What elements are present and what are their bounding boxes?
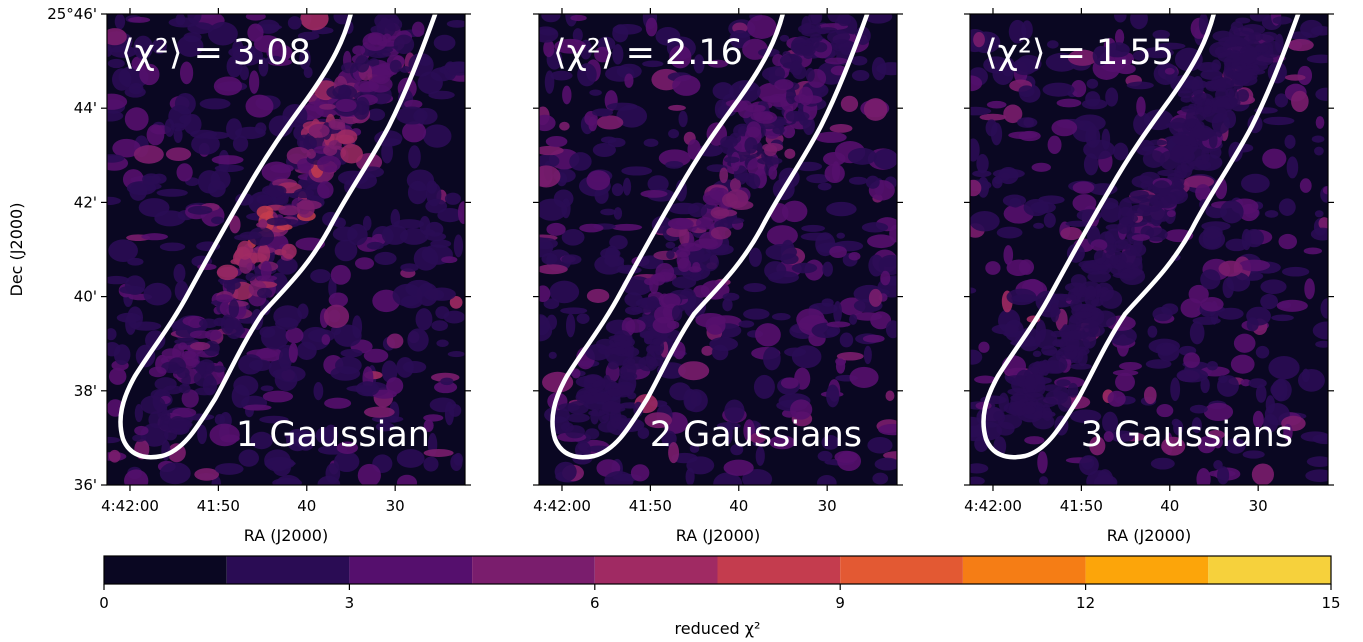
y-tick-label: 25°46' — [47, 5, 97, 23]
x-tick-label: 4:42:00 — [101, 497, 159, 515]
colorbar-tick-label: 0 — [99, 594, 109, 612]
map-panel: ⟨χ²⟩ = 2.16 2 Gaussians 4:42:00 41:50 40 30 RA … — [533, 8, 903, 545]
colorbar: 0 3 6 9 12 15 reduced χ² — [99, 555, 1341, 638]
model-label: 3 Gaussians — [1081, 415, 1293, 455]
colorbar-segment — [717, 556, 841, 584]
x-tick-label: 30 — [1249, 497, 1268, 515]
mean-chi2-value: 1.55 — [1096, 33, 1174, 73]
x-axis-label: RA (J2000) — [244, 526, 328, 545]
map-image — [107, 14, 465, 485]
map-image — [539, 14, 897, 485]
mean-chi2-annotation: ⟨χ²⟩ = 3.08 — [121, 33, 311, 73]
x-tick-label: 40 — [729, 497, 748, 515]
map-image — [970, 14, 1328, 485]
colorbar-tick-label: 12 — [1076, 594, 1095, 612]
colorbar-segment — [226, 556, 350, 584]
colorbar-tick-label: 3 — [345, 594, 355, 612]
colorbar-segment — [472, 556, 595, 584]
model-label: 2 Gaussians — [650, 415, 862, 455]
cloud-contour — [550, 14, 870, 460]
x-tick-label: 41:50 — [1060, 497, 1103, 515]
colorbar-tick-label: 15 — [1321, 594, 1340, 612]
x-tick-label: 40 — [1160, 497, 1179, 515]
panel-frame — [106, 13, 466, 486]
mean-chi2-symbol: ⟨χ²⟩ = — [553, 33, 655, 73]
colorbar-tick-label: 9 — [835, 594, 845, 612]
x-tick-label: 4:42:00 — [533, 497, 591, 515]
colorbar-segment — [1208, 556, 1331, 584]
x-axis-label: RA (J2000) — [1107, 526, 1191, 545]
panel-frame — [538, 13, 898, 486]
x-tick-label: 40 — [297, 497, 316, 515]
x-tick-label: 41:50 — [197, 497, 240, 515]
y-tick-label: 40' — [74, 288, 97, 306]
colorbar-frame — [103, 555, 1332, 585]
map-panel: ⟨χ²⟩ = 1.55 3 Gaussians 4:42:00 41:50 40 30 RA … — [964, 8, 1334, 545]
y-tick-label: 36' — [74, 476, 97, 494]
panel-frame — [969, 13, 1329, 486]
mean-chi2-symbol: ⟨χ²⟩ = — [984, 33, 1086, 73]
mean-chi2-symbol: ⟨χ²⟩ = — [121, 33, 223, 73]
colorbar-segment — [1085, 556, 1209, 584]
colorbar-segment — [349, 556, 473, 584]
colorbar-label: reduced χ² — [675, 619, 761, 638]
y-tick-label: 42' — [74, 193, 97, 211]
y-tick-label: 44' — [74, 99, 97, 117]
colorbar-tick-label: 6 — [590, 594, 600, 612]
map-panel: ⟨χ²⟩ = 3.08 1 Gaussian 4:42:00 41:50 40 30 RA (… — [47, 5, 471, 545]
mean-chi2-value: 2.16 — [665, 33, 743, 73]
x-axis-label: RA (J2000) — [676, 526, 760, 545]
mean-chi2-annotation: ⟨χ²⟩ = 1.55 — [984, 33, 1174, 73]
x-tick-label: 30 — [386, 497, 405, 515]
cloud-contour — [118, 14, 438, 460]
cloud-contour — [981, 14, 1301, 460]
x-tick-label: 30 — [818, 497, 837, 515]
y-tick-label: 38' — [74, 382, 97, 400]
x-tick-label: 4:42:00 — [964, 497, 1022, 515]
colorbar-segment — [104, 556, 227, 584]
colorbar-segment — [594, 556, 718, 584]
mean-chi2-value: 3.08 — [233, 33, 311, 73]
colorbar-segment — [840, 556, 963, 584]
y-axis-label: Dec (J2000) — [7, 203, 26, 297]
x-tick-label: 41:50 — [629, 497, 672, 515]
colorbar-segment — [962, 556, 1086, 584]
model-label: 1 Gaussian — [236, 415, 430, 455]
mean-chi2-annotation: ⟨χ²⟩ = 2.16 — [553, 33, 743, 73]
